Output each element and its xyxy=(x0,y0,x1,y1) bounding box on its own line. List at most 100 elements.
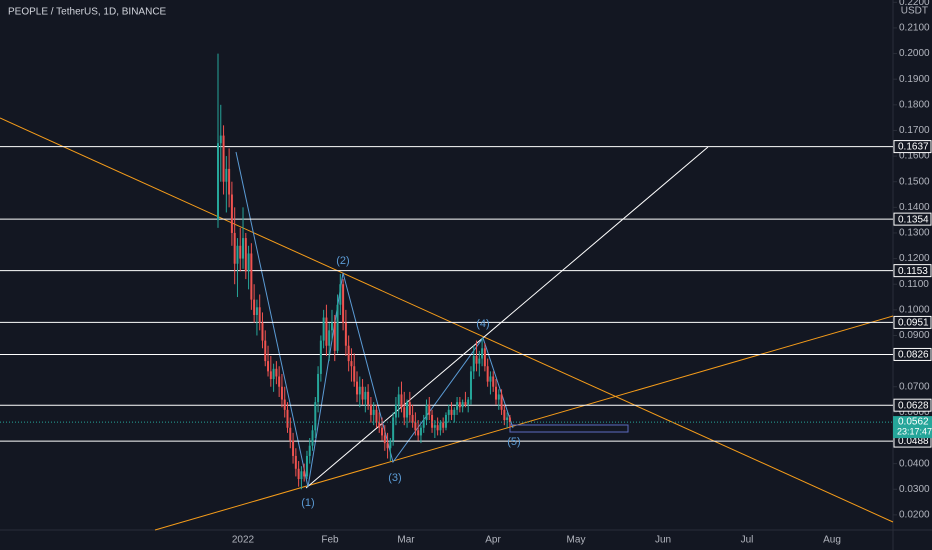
candle-body xyxy=(353,366,356,382)
candle-body xyxy=(464,402,467,405)
level-label-box xyxy=(893,315,932,329)
candle-body xyxy=(375,409,378,423)
candle-body xyxy=(481,348,484,359)
y-tick-label: 0.0400 xyxy=(899,458,930,469)
candle-body xyxy=(503,409,506,421)
candle-body xyxy=(422,420,425,428)
candle-body xyxy=(431,414,434,428)
candle-body xyxy=(469,371,472,400)
candle-body xyxy=(461,402,464,408)
candle-body xyxy=(303,471,306,477)
wave-label: (3) xyxy=(388,472,401,484)
candle-body xyxy=(253,299,256,315)
y-tick-label: 0.0600 xyxy=(899,407,930,418)
candle-body xyxy=(483,348,486,367)
candle-body xyxy=(406,402,409,418)
candle-body xyxy=(386,443,389,449)
candle-body xyxy=(458,402,461,408)
x-tick-label: Apr xyxy=(485,535,501,546)
candle-body xyxy=(217,143,219,221)
candle-body xyxy=(419,427,422,436)
candle-body xyxy=(506,417,509,421)
level-label: 0.0951 xyxy=(898,318,929,329)
candle-body xyxy=(381,427,384,436)
candle-body xyxy=(417,430,420,436)
candle-body xyxy=(219,135,222,144)
level-label-box xyxy=(893,347,932,361)
y-tick-label: 0.1300 xyxy=(899,228,930,239)
candle-body xyxy=(269,371,272,380)
trend-line xyxy=(0,117,894,523)
wave-label: (5) xyxy=(507,436,520,448)
x-tick-label: Jul xyxy=(741,535,754,546)
level-label-box xyxy=(893,140,932,154)
candle-body xyxy=(264,340,267,362)
candle-body xyxy=(414,422,417,431)
candle-body xyxy=(247,253,250,272)
candle-body xyxy=(347,345,350,362)
candle-body xyxy=(289,427,292,441)
candle-body xyxy=(330,322,333,331)
countdown: 23:17:47 xyxy=(897,426,932,436)
candle-body xyxy=(439,422,442,431)
candle-body xyxy=(500,394,503,410)
candle-body xyxy=(442,422,445,428)
candle-body xyxy=(261,322,264,341)
candle-body xyxy=(358,386,361,395)
candle-body xyxy=(275,368,278,377)
chart-title: PEOPLE / TetherUS, 1D, BINANCE xyxy=(8,7,167,18)
y-tick-label: 0.1500 xyxy=(899,176,930,187)
y-tick-label: 0.0900 xyxy=(899,330,930,341)
candle-body xyxy=(225,168,228,182)
y-tick-label: 0.1700 xyxy=(899,125,930,136)
level-label-box xyxy=(893,398,932,412)
candle-body xyxy=(369,404,372,415)
candle-body xyxy=(242,238,245,259)
candle-body xyxy=(222,135,225,182)
level-label: 0.0488 xyxy=(898,436,929,447)
candle-body xyxy=(258,307,261,323)
candle-body xyxy=(378,422,381,428)
candle-body xyxy=(367,391,370,405)
candle-body xyxy=(236,245,239,264)
candle-body xyxy=(433,425,436,428)
x-tick-label: Aug xyxy=(823,535,841,546)
level-label: 0.0628 xyxy=(898,400,929,411)
candle-body xyxy=(492,376,495,387)
candle-body xyxy=(272,368,275,380)
candle-body xyxy=(467,399,470,405)
y-tick-label: 0.1200 xyxy=(899,253,930,264)
level-label: 0.1637 xyxy=(898,142,929,153)
plot-area xyxy=(0,117,894,531)
candle-body xyxy=(250,253,253,300)
candle-body xyxy=(297,468,300,479)
candle-body xyxy=(314,402,317,431)
y-tick-label: 0.1800 xyxy=(899,99,930,110)
candle-body xyxy=(267,361,270,372)
candle-body xyxy=(230,194,233,233)
candle-body xyxy=(344,322,347,346)
candle-body xyxy=(280,386,283,400)
target-box xyxy=(509,424,629,433)
candle-body xyxy=(425,404,428,421)
candle-body xyxy=(300,471,303,479)
candle-body xyxy=(342,284,345,323)
y-tick-label: 0.1600 xyxy=(899,151,930,162)
candle-body xyxy=(486,366,489,382)
x-tick-label: Feb xyxy=(321,535,339,546)
candle-body xyxy=(392,417,395,441)
wave-path xyxy=(235,151,514,488)
y-tick-label: 0.0700 xyxy=(899,381,930,392)
candle-body xyxy=(364,391,367,400)
candle-body xyxy=(336,304,339,351)
wave-label: (2) xyxy=(336,255,349,267)
candle-body xyxy=(361,386,364,400)
candle-body xyxy=(255,307,258,315)
level-label: 0.0826 xyxy=(898,350,929,361)
candle-body xyxy=(228,168,231,195)
candle-body xyxy=(286,409,289,428)
candle-body xyxy=(294,455,297,469)
candle-body xyxy=(403,407,406,418)
